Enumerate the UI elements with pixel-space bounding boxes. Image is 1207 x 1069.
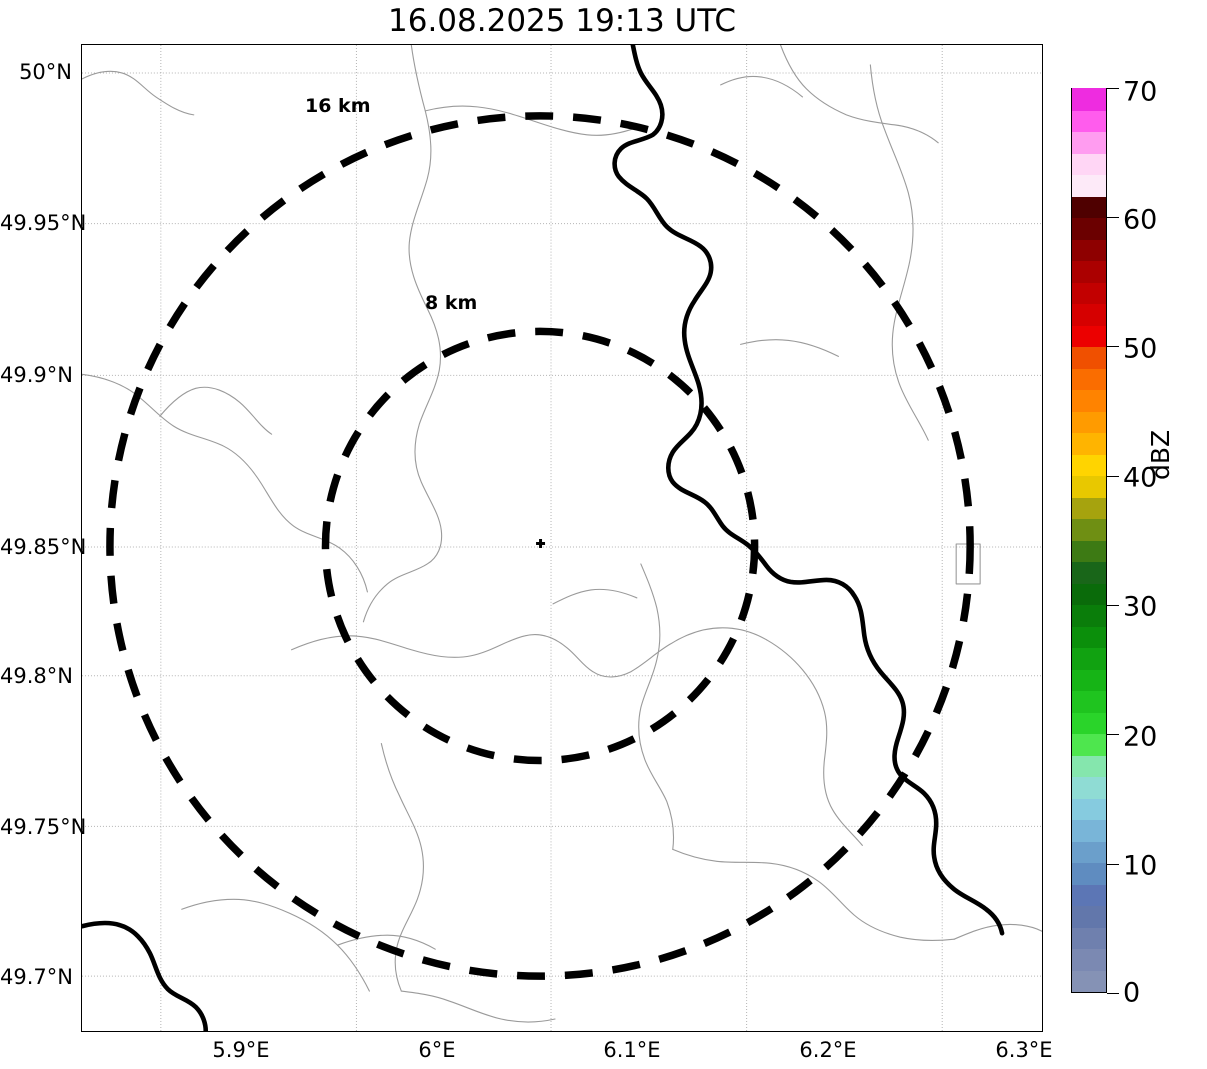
colorbar-band — [1072, 647, 1106, 670]
colorbar-unit-label: dBZ — [1146, 429, 1175, 480]
colorbar-tick-0 — [1107, 993, 1119, 994]
colorbar-band — [1072, 926, 1106, 949]
map-canvas — [82, 45, 1042, 1031]
dbz-colorbar[interactable] — [1071, 88, 1107, 993]
colorbar-label-20: 20 — [1123, 721, 1158, 753]
colorbar-label-0: 0 — [1123, 977, 1141, 1009]
colorbar-band — [1072, 389, 1106, 412]
colorbar-label-10: 10 — [1123, 850, 1158, 882]
colorbar-band — [1072, 238, 1106, 261]
colorbar-label-50: 50 — [1123, 333, 1158, 365]
xtick-label-59e: 5.9°E — [212, 1038, 270, 1062]
range-ring-16km — [106, 112, 974, 980]
country-border — [82, 45, 1005, 1031]
xtick-label-6e: 6°E — [418, 1038, 456, 1062]
colorbar-band — [1072, 733, 1106, 756]
colorbar-band — [1072, 346, 1106, 369]
colorbar-band — [1072, 754, 1106, 777]
colorbar-band — [1072, 174, 1106, 197]
colorbar-band — [1072, 711, 1106, 734]
colorbar-tick-60 — [1107, 217, 1119, 218]
colorbar-band — [1072, 109, 1106, 132]
administrative-boundaries — [82, 45, 1042, 1023]
ytick-label-4985n: 49.85°N — [0, 535, 87, 559]
colorbar-label-70: 70 — [1123, 76, 1158, 108]
ytick-label-50n: 50°N — [19, 60, 72, 84]
ytick-label-497n: 49.7°N — [0, 965, 73, 989]
colorbar-band — [1072, 518, 1106, 541]
colorbar-tick-20 — [1107, 734, 1119, 735]
colorbar-band — [1072, 496, 1106, 519]
colorbar-band — [1072, 668, 1106, 692]
radar-map-axes[interactable] — [81, 44, 1043, 1032]
colorbar-band — [1072, 561, 1106, 584]
colorbar-band — [1072, 905, 1106, 928]
map-gridlines — [82, 45, 1042, 1031]
colorbar-band — [1072, 948, 1106, 971]
range-ring-label-16km: 16 km — [305, 95, 371, 117]
radar-center-marker — [536, 538, 546, 548]
colorbar-band — [1072, 475, 1106, 498]
colorbar-tick-30 — [1107, 605, 1119, 606]
ytick-label-4995n: 49.95°N — [0, 211, 87, 235]
colorbar-band — [1072, 367, 1106, 391]
colorbar-tick-40 — [1107, 476, 1119, 477]
colorbar-band — [1072, 776, 1106, 799]
colorbar-tick-70 — [1107, 88, 1119, 89]
colorbar-label-60: 60 — [1123, 204, 1158, 236]
page-title: 16.08.2025 19:13 UTC — [388, 3, 736, 39]
colorbar-band — [1072, 862, 1106, 885]
ytick-label-4975n: 49.75°N — [0, 815, 87, 839]
colorbar-band — [1072, 539, 1106, 562]
colorbar-band — [1072, 582, 1106, 605]
colorbar-band — [1072, 690, 1106, 713]
ytick-label-499n: 49.9°N — [0, 363, 73, 387]
colorbar-band — [1072, 604, 1106, 627]
colorbar-label-30: 30 — [1123, 591, 1158, 623]
range-rings — [106, 112, 974, 980]
colorbar-band — [1072, 797, 1106, 820]
colorbar-tick-50 — [1107, 346, 1119, 347]
xtick-label-61e: 6.1°E — [603, 1038, 661, 1062]
colorbar-band — [1072, 281, 1106, 304]
range-ring-label-8km: 8 km — [425, 292, 478, 314]
colorbar-band — [1072, 840, 1106, 863]
colorbar-band — [1072, 819, 1106, 842]
colorbar-band — [1072, 152, 1106, 175]
colorbar-band — [1072, 410, 1106, 433]
xtick-label-63e: 6.3°E — [995, 1038, 1053, 1062]
colorbar-band — [1072, 260, 1106, 283]
colorbar-band — [1072, 217, 1106, 240]
colorbar-label-40: 40 — [1123, 462, 1158, 494]
colorbar-tick-10 — [1107, 864, 1119, 865]
colorbar-band — [1072, 453, 1106, 476]
colorbar-band — [1072, 883, 1106, 906]
range-ring-8km — [321, 327, 759, 765]
colorbar-band — [1072, 625, 1106, 648]
colorbar-band — [1072, 432, 1106, 455]
colorbar-band — [1072, 131, 1106, 154]
colorbar-band — [1072, 195, 1106, 218]
xtick-label-62e: 6.2°E — [799, 1038, 857, 1062]
colorbar-band — [1072, 324, 1106, 347]
colorbar-band — [1072, 88, 1106, 111]
colorbar-band — [1072, 969, 1106, 992]
colorbar-band — [1072, 303, 1106, 326]
ytick-label-498n: 49.8°N — [0, 664, 73, 688]
